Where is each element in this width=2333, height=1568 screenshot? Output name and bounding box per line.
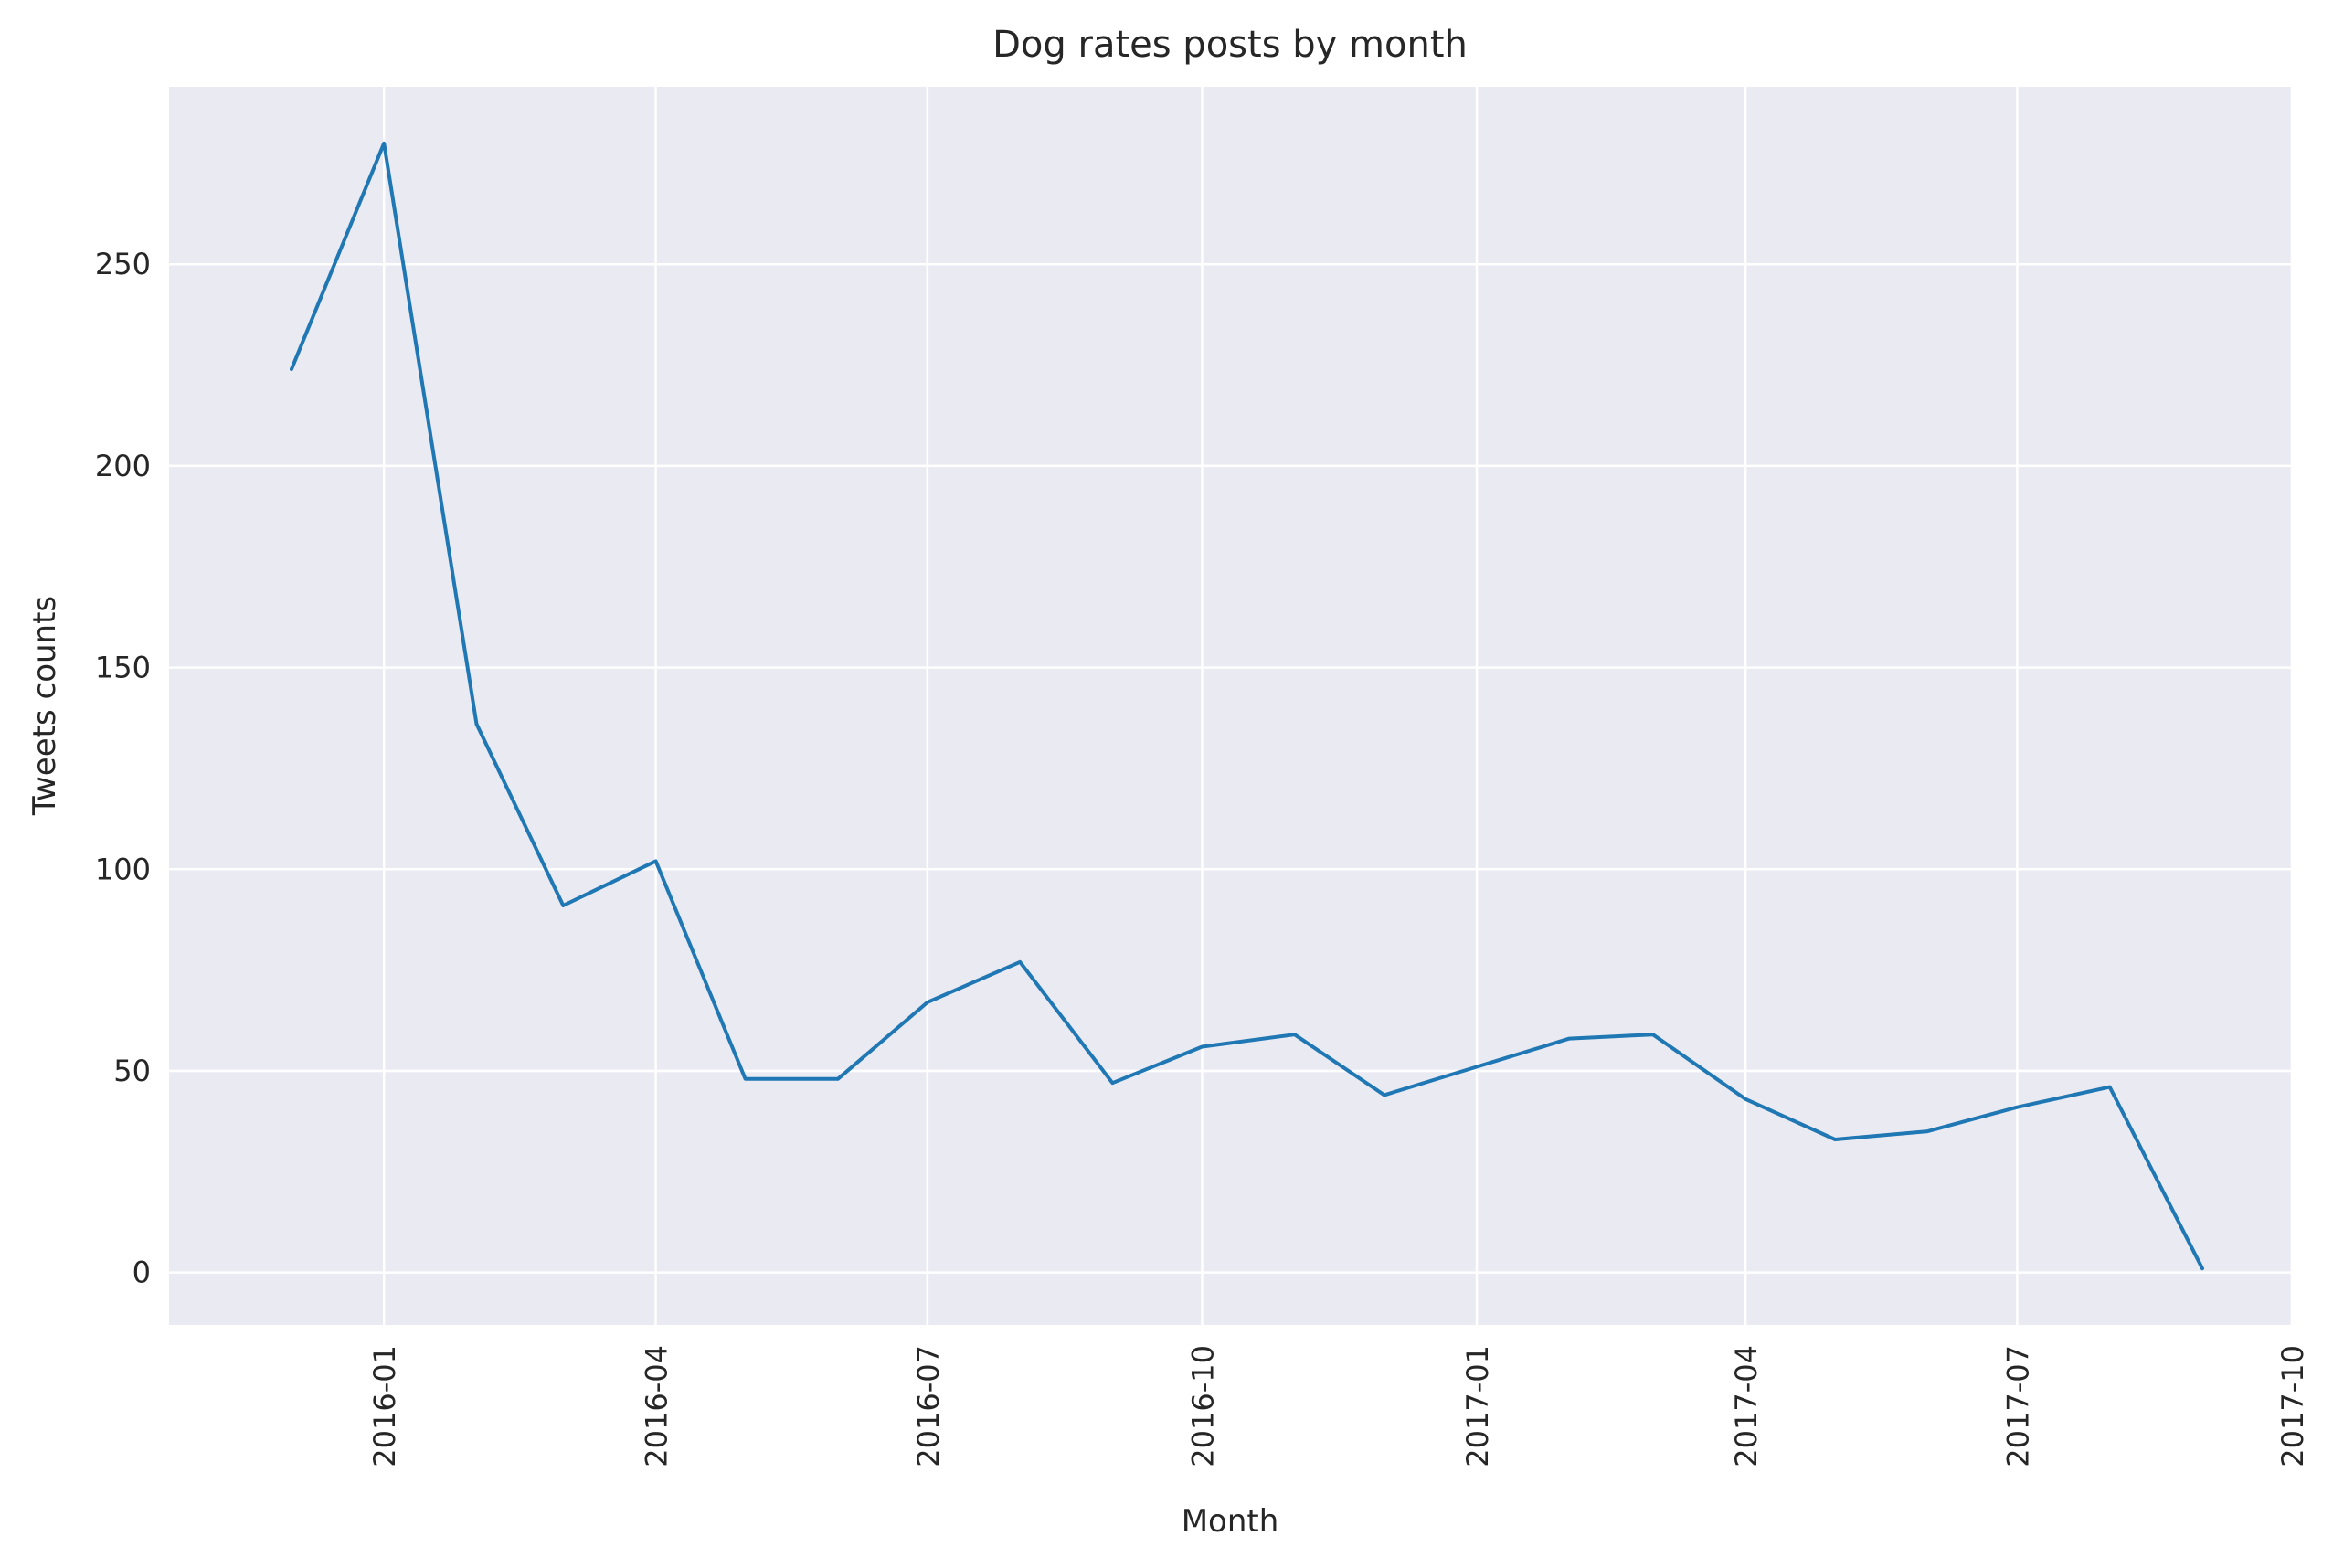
y-tick-labels: 0 50 100 150 200 250 [95, 247, 151, 1289]
y-tick-label: 0 [133, 1255, 151, 1290]
x-grid-lines [382, 87, 2294, 1325]
y-axis-label: Tweets counts [27, 596, 63, 816]
y-grid-lines [169, 262, 2292, 1274]
x-tick-label: 2016-01 [367, 1345, 402, 1467]
series-line [290, 141, 2204, 1271]
x-tick-label: 2017-07 [2000, 1345, 2035, 1467]
x-tick-label: 2017-10 [2275, 1345, 2310, 1467]
y-tick-label: 100 [95, 852, 151, 886]
x-axis-label: Month [1182, 1503, 1279, 1540]
x-tick-labels: 2016-01 2016-04 2016-07 2016-10 2017-01 2017-… [367, 1345, 2310, 1467]
x-tick-label: 2016-04 [640, 1345, 674, 1467]
y-tick-label: 150 [95, 651, 151, 685]
y-tick-label: 50 [113, 1054, 151, 1088]
chart-title: Dog rates posts by month [992, 24, 1468, 66]
x-tick-label: 2016-10 [1185, 1345, 1220, 1467]
plot-area [169, 87, 2292, 1325]
x-tick-label: 2017-01 [1460, 1345, 1495, 1467]
y-tick-label: 200 [95, 449, 151, 483]
y-tick-label: 250 [95, 247, 151, 281]
x-tick-label: 2017-04 [1729, 1345, 1764, 1467]
x-tick-label: 2016-07 [911, 1345, 946, 1467]
